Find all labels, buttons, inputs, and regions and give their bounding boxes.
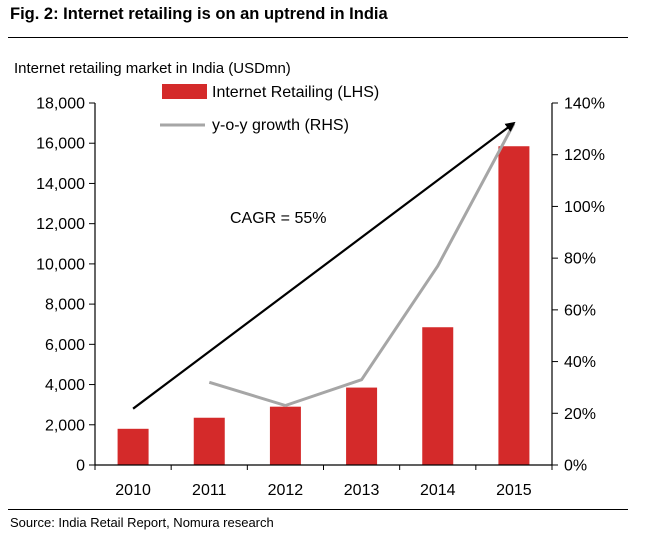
right-tick-label: 60% [564, 302, 596, 319]
cagr-label: CAGR = 55% [230, 210, 326, 227]
bar-2011 [193, 417, 225, 465]
x-tick-label: 2011 [192, 482, 227, 499]
cagr-arrow [132, 121, 516, 410]
x-tick-label: 2015 [496, 482, 532, 499]
legend-label-bars: Internet Retailing (LHS) [212, 84, 379, 101]
bar-2010 [117, 428, 149, 465]
left-tick-label: 10,000 [36, 256, 85, 273]
right-tick-label: 100% [564, 199, 605, 216]
left-tick-label: 8,000 [45, 297, 85, 314]
x-tick-label: 2013 [344, 482, 380, 499]
left-tick-label: 12,000 [36, 216, 85, 233]
bars-layer [117, 146, 530, 465]
left-tick-label: 6,000 [45, 337, 85, 354]
bar-2015 [498, 146, 530, 465]
legend: Internet Retailing (LHS) y-o-y growth (RH… [160, 84, 379, 134]
right-tick-label: 40% [564, 354, 596, 371]
chart-title: Internet retailing market in India (USDm… [14, 60, 291, 77]
x-tick-label: 2014 [420, 482, 456, 499]
title-divider [8, 37, 628, 38]
line-layer [208, 122, 516, 407]
figure-title: Fig. 2: Internet retailing is on an uptr… [10, 5, 388, 23]
right-tick-label: 140% [564, 96, 605, 113]
left-tick-label: 18,000 [36, 96, 85, 113]
left-tick-label: 4,000 [45, 377, 85, 394]
bar-2012 [269, 406, 301, 465]
right-tick-label: 20% [564, 406, 596, 423]
right-tick-label: 80% [564, 251, 596, 268]
growth-line [208, 122, 516, 407]
source-note: Source: India Retail Report, Nomura rese… [10, 515, 274, 530]
legend-swatch-bars [162, 84, 207, 99]
bar-2014 [422, 327, 454, 465]
left-tick-label: 14,000 [36, 176, 85, 193]
x-tick-label: 2010 [115, 482, 151, 499]
left-tick-label: 0 [76, 458, 85, 475]
footer-divider [8, 509, 628, 510]
legend-label-line: y-o-y growth (RHS) [212, 117, 349, 134]
axes-layer: 0 2,000 4,000 6,000 8,000 10,000 12,000 14,000 1… [36, 96, 605, 500]
x-tick-label: 2012 [268, 482, 304, 499]
left-tick-label: 2,000 [45, 417, 85, 434]
left-tick-label: 16,000 [36, 136, 85, 153]
right-tick-label: 0% [564, 458, 587, 475]
right-tick-label: 120% [564, 147, 605, 164]
bar-2013 [346, 387, 378, 465]
annotation-layer: CAGR = 55% [132, 121, 516, 410]
